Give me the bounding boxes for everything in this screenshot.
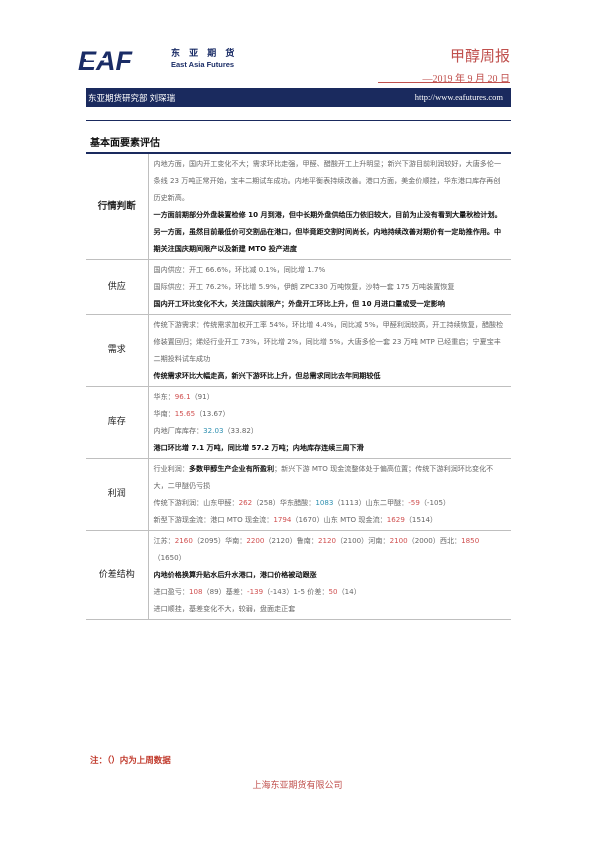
company-name-en: East Asia Futures <box>171 60 235 69</box>
inventory-summary: 港口环比增 7.1 万吨，同比增 57.2 万吨；内地库存连续三周下滑 <box>153 443 364 452</box>
divider <box>86 120 511 121</box>
spread-import-basis: 进口盈亏：108（89）基差：-139（-143）1-5 价差：50（14） <box>153 587 361 596</box>
footnote: 注：（）内为上周数据 <box>90 756 171 766</box>
table-row-profit: 利润 行业利润：多数甲醇生产企业有所盈利；新兴下游 MTO 现金流整体处于偏高位… <box>86 458 511 531</box>
table-row-market: 行情判断 内地方面，国内开工变化不大；需求环比走强，甲醛、醋酸开工上升明显；新兴… <box>86 152 511 260</box>
market-text-2: 一方面前期部分外盘装置检修 10 月到港，但中长期外盘供给压力依旧较大，目前为止… <box>153 210 502 253</box>
row-content-market: 内地方面，国内开工变化不大；需求环比走强，甲醛、醋酸开工上升明显；新兴下游目前利… <box>148 152 511 260</box>
spread-summary: 内地价格换算升贴水后升水港口，港口价格被动跟涨 <box>153 570 317 579</box>
report-date: —2019 年 9 月 20 日 <box>422 74 511 85</box>
row-label-inventory: 库存 <box>86 386 149 459</box>
website-link[interactable]: http://www.eafutures.com <box>414 92 503 102</box>
row-content-supply: 国内供应：开工 66.6%，环比减 0.1%，同比增 1.7% 国际供应：开工 … <box>148 259 511 315</box>
info-bar: 东亚期货研究部 刘琛瑞 http://www.eafutures.com <box>86 88 511 107</box>
row-content-demand: 传统下游需求：传统需求加权开工率 54%，环比增 4.4%，同比减 5%，甲醛利… <box>148 314 511 387</box>
table-row-demand: 需求 传统下游需求：传统需求加权开工率 54%，环比增 4.4%，同比减 5%，… <box>86 314 511 387</box>
eaf-logo: EAF <box>78 46 134 74</box>
supply-international: 国际供应：开工 76.2%，环比增 5.9%，伊朗 ZPC330 万吨恢复，沙特… <box>153 282 455 291</box>
spread-regional-prices: 江苏：2160（2095）华南：2200（2120）鲁南：2120（2100）河… <box>153 536 480 562</box>
section-title: 基本面要素评估 <box>90 138 160 149</box>
row-label-spread: 价差结构 <box>86 530 149 620</box>
report-title: 甲醇周报 <box>449 47 510 65</box>
profit-industry: 行业利润：多数甲醇生产企业有所盈利；新兴下游 MTO 现金流整体处于偏高位置；传… <box>153 464 494 490</box>
profit-traditional: 传统下游利润：山东甲醛：262（258）华东醋酸：1083（1113）山东二甲醚… <box>153 498 451 507</box>
footer-company: 上海东亚期货有限公司 <box>252 781 343 791</box>
inventory-south: 华南：15.65（13.67） <box>153 409 230 418</box>
market-text-1: 内地方面，国内开工变化不大；需求环比走强，甲醛、醋酸开工上升明显；新兴下游目前利… <box>153 159 502 202</box>
row-label-demand: 需求 <box>86 314 149 387</box>
spread-conclusion: 进口顺挂，基差变化不大，较弱，盘面走正套 <box>153 604 296 613</box>
fundamentals-table: 行情判断 内地方面，国内开工变化不大；需求环比走强，甲醛、醋酸开工上升明显；新兴… <box>86 152 511 620</box>
inventory-inland: 内地厂库库存：32.03（33.82） <box>153 426 258 435</box>
row-content-spread: 江苏：2160（2095）华南：2200（2120）鲁南：2120（2100）河… <box>148 530 511 620</box>
company-name-cn: 东 亚 期 货 <box>171 49 238 59</box>
supply-summary: 国内开工环比变化不大，关注国庆前限产；外盘开工环比上升，但 10 月进口量或受一… <box>153 299 445 308</box>
table-row-supply: 供应 国内供应：开工 66.6%，环比减 0.1%，同比增 1.7% 国际供应：… <box>86 259 511 315</box>
supply-domestic: 国内供应：开工 66.6%，环比减 0.1%，同比增 1.7% <box>153 265 326 274</box>
demand-summary: 传统需求环比大幅走高，新兴下游环比上升，但总需求同比去年同期较低 <box>153 371 381 380</box>
row-label-profit: 利润 <box>86 458 149 531</box>
demand-detail: 传统下游需求：传统需求加权开工率 54%，环比增 4.4%，同比减 5%，甲醛利… <box>153 320 504 363</box>
dept-author: 东亚期货研究部 刘琛瑞 <box>88 93 176 103</box>
table-row-spread: 价差结构 江苏：2160（2095）华南：2200（2120）鲁南：2120（2… <box>86 530 511 620</box>
profit-new: 新型下游现金流：港口 MTO 现金流：1794（1670）山东 MTO 现金流：… <box>153 515 438 524</box>
table-row-inventory: 库存 华东：96.1（91） 华南：15.65（13.67） 内地厂库库存：32… <box>86 386 511 459</box>
row-label-market: 行情判断 <box>86 152 149 260</box>
report-header: EAF 东 亚 期 货 East Asia Futures 甲醇周报 —2019… <box>78 40 518 100</box>
row-label-supply: 供应 <box>86 259 149 315</box>
inventory-east: 华东：96.1（91） <box>153 392 214 401</box>
date-underline <box>378 82 510 83</box>
row-content-profit: 行业利润：多数甲醇生产企业有所盈利；新兴下游 MTO 现金流整体处于偏高位置；传… <box>148 458 511 531</box>
row-content-inventory: 华东：96.1（91） 华南：15.65（13.67） 内地厂库库存：32.03… <box>148 386 511 459</box>
